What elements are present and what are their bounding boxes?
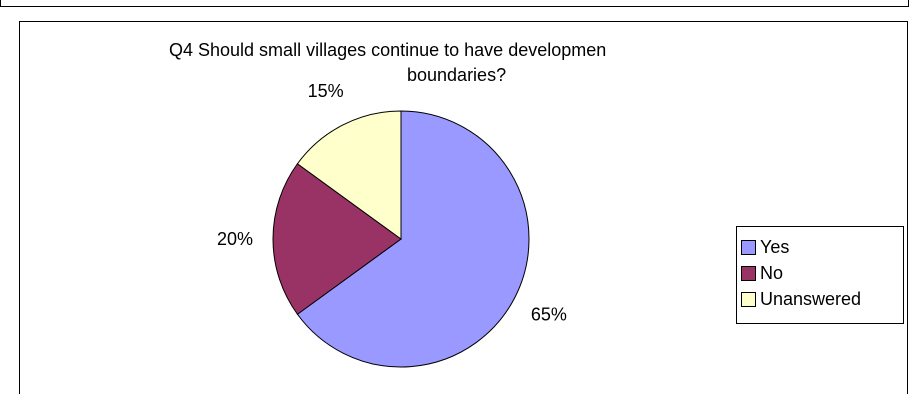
chart-title: Q4 Should small villages continue to hav… (20, 22, 758, 82)
legend-swatch-unanswered (741, 291, 756, 307)
legend-swatch-yes (741, 239, 756, 255)
chart-title-line-1: Q4 Should small villages continue to hav… (169, 40, 607, 60)
legend-item-no: No (741, 260, 903, 286)
legend-label-yes: Yes (760, 236, 790, 257)
chart-title-line-2: boundaries? (407, 65, 507, 82)
legend-item-unanswered: Unanswered (741, 286, 903, 312)
legend: Yes No Unanswered (736, 226, 904, 324)
top-frame-band (0, 0, 909, 7)
legend-item-yes: Yes (741, 234, 903, 260)
legend-label-no: No (760, 262, 784, 283)
pie-slice-unanswered (296, 110, 402, 240)
pie-label-no: 20% (217, 229, 253, 249)
pie-slice-no (272, 163, 402, 315)
pie-chart: 65% 20% 15% (217, 81, 567, 368)
pie-slice-yes (296, 110, 530, 368)
legend-label-unanswered: Unanswered (760, 288, 862, 309)
chart-area: Q4 Should small villages continue to hav… (19, 21, 908, 394)
pie-label-yes: 65% (531, 304, 567, 324)
pie-label-unanswered: 15% (308, 81, 344, 101)
legend-swatch-no (741, 265, 756, 281)
